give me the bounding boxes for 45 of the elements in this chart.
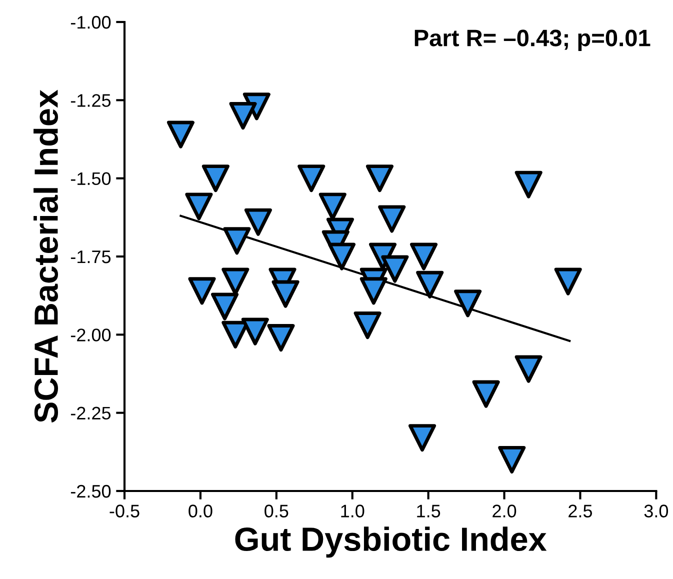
point xyxy=(514,355,542,383)
point xyxy=(410,242,438,270)
point xyxy=(244,208,272,236)
y-tick-label: -2.25 xyxy=(70,406,111,420)
x-tick-label: 0.0 xyxy=(188,504,212,518)
point xyxy=(202,164,230,192)
point xyxy=(272,280,300,308)
x-tick-label: 2.0 xyxy=(492,504,516,518)
y-tick-label: -1.00 xyxy=(70,16,111,29)
y-tick-label: -1.50 xyxy=(70,172,111,186)
point xyxy=(360,277,388,305)
y-tick-label: -2.00 xyxy=(70,328,111,342)
point xyxy=(472,380,500,408)
annotation: Part R= –0.43; p=0.01 xyxy=(414,30,650,52)
x-tick-label: 1.0 xyxy=(341,504,364,518)
point xyxy=(498,446,526,474)
point xyxy=(328,242,356,270)
y-axis-title: SCFA Bacterial Index xyxy=(34,90,58,423)
point xyxy=(454,290,482,318)
point xyxy=(408,424,436,452)
point xyxy=(223,227,251,255)
point xyxy=(366,164,394,192)
x-tick-label: 1.5 xyxy=(417,504,440,518)
point xyxy=(354,312,382,340)
point xyxy=(241,318,269,346)
x-tick-label: 2.5 xyxy=(568,504,592,518)
x-tick-label: 3.0 xyxy=(644,504,668,518)
point xyxy=(166,120,194,148)
point xyxy=(514,170,542,198)
point xyxy=(188,277,216,305)
x-axis-title: Gut Dysbiotic Index xyxy=(235,526,547,558)
x-tick-label: 0.5 xyxy=(264,504,288,518)
point xyxy=(185,192,213,220)
point xyxy=(267,324,295,352)
point xyxy=(229,102,257,130)
point xyxy=(416,270,444,298)
point xyxy=(298,164,326,192)
y-tick-label: -2.50 xyxy=(70,484,111,498)
point xyxy=(378,205,406,233)
point xyxy=(554,268,582,296)
point xyxy=(211,292,239,320)
y-tick-label: -1.75 xyxy=(70,250,111,264)
x-tick-label: -0.5 xyxy=(110,504,140,518)
point xyxy=(381,255,409,283)
y-tick-label: -1.25 xyxy=(70,94,111,107)
